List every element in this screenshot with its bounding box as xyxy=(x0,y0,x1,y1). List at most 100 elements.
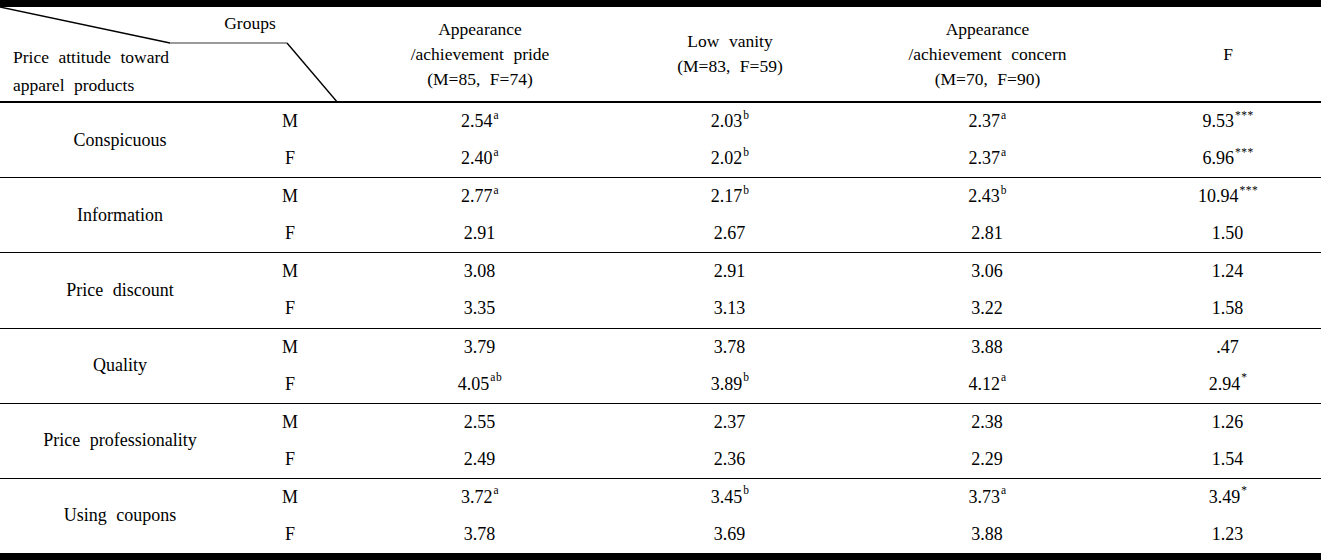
header-line: Low vanity xyxy=(687,29,772,54)
header-line: F xyxy=(1223,42,1233,67)
value-cell: 2.81 xyxy=(840,215,1135,252)
column-header-appearance-concern: Appearance /achievement concern (M=70, F… xyxy=(840,7,1135,101)
group-cell: M xyxy=(240,479,340,516)
value-cell: 1.26 xyxy=(1135,404,1321,441)
value: 2.17 xyxy=(711,186,743,207)
value: .47 xyxy=(1216,337,1239,358)
data-row: M 2.77a 2.17b 2.43b 10.94*** xyxy=(240,178,1321,215)
value-cell: 1.54 xyxy=(1135,441,1321,478)
value: 1.54 xyxy=(1212,449,1244,470)
table-header: Groups Price attitude toward apparel pro… xyxy=(0,7,1321,103)
data-row: M 2.54a 2.03b 2.37a 9.53*** xyxy=(240,103,1321,140)
superscript: a xyxy=(1001,484,1007,496)
value: 3.69 xyxy=(714,524,746,545)
superscript: b xyxy=(743,109,749,121)
superscript: b xyxy=(743,184,749,196)
value: 3.78 xyxy=(714,337,746,358)
value: 2.77 xyxy=(461,186,493,207)
value-cell: 3.89b xyxy=(620,366,840,403)
group-cell: M xyxy=(240,103,340,140)
group-cell: M xyxy=(240,253,340,290)
group-cell: F xyxy=(240,140,340,177)
header-line: (M=83, F=59) xyxy=(677,54,783,79)
value-cell: 2.37a xyxy=(840,103,1135,140)
superscript: b xyxy=(743,371,749,383)
value-cell: 4.12a xyxy=(840,366,1135,403)
value-cell: 3.78 xyxy=(340,516,620,553)
superscript: a xyxy=(493,146,499,158)
value-cell: 2.37 xyxy=(620,404,840,441)
data-row: F 2.49 2.36 2.29 1.54 xyxy=(240,441,1321,478)
value: 2.81 xyxy=(971,223,1003,244)
data-row: F 4.05ab 3.89b 4.12a 2.94* xyxy=(240,366,1321,403)
value: 2.36 xyxy=(714,449,746,470)
group-cell: F xyxy=(240,215,340,252)
value: 3.22 xyxy=(971,298,1003,319)
header-line: (M=70, F=90) xyxy=(935,67,1041,92)
groups-header-label: Groups xyxy=(170,11,330,35)
data-row: M 2.55 2.37 2.38 1.26 xyxy=(240,404,1321,441)
value-cell: .47 xyxy=(1135,329,1321,366)
value-cell: 3.78 xyxy=(620,329,840,366)
data-row: F 2.40a 2.02b 2.37a 6.96*** xyxy=(240,140,1321,177)
value-cell: 2.91 xyxy=(340,215,620,252)
group-cell: F xyxy=(240,441,340,478)
value: 2.29 xyxy=(971,449,1003,470)
value-cell: 6.96*** xyxy=(1135,140,1321,177)
value-cell: 10.94*** xyxy=(1135,178,1321,215)
value: 3.06 xyxy=(971,261,1003,282)
value-cell: 1.50 xyxy=(1135,215,1321,252)
data-row: F 2.91 2.67 2.81 1.50 xyxy=(240,215,1321,252)
data-row: M 3.08 2.91 3.06 1.24 xyxy=(240,253,1321,290)
superscript: ab xyxy=(490,371,502,383)
superscript: a xyxy=(1001,109,1007,121)
header-line: /achievement pride xyxy=(411,42,550,67)
value-cell: 2.36 xyxy=(620,441,840,478)
value: 2.67 xyxy=(714,223,746,244)
results-table: Groups Price attitude toward apparel pro… xyxy=(0,0,1321,560)
category-label: Using coupons xyxy=(0,479,240,553)
value: 3.89 xyxy=(711,374,743,395)
category-label: Information xyxy=(0,178,240,252)
value: 3.73 xyxy=(968,487,1000,508)
header-line: (M=85, F=74) xyxy=(427,67,533,92)
value: 9.53 xyxy=(1202,111,1234,132)
value-cell: 4.05ab xyxy=(340,366,620,403)
category-block-conspicuous: Conspicuous M 2.54a 2.03b 2.37a 9.53*** … xyxy=(0,103,1321,178)
value: 3.88 xyxy=(971,337,1003,358)
value: 2.55 xyxy=(464,412,496,433)
value: 2.37 xyxy=(968,148,1000,169)
value-cell: 2.43b xyxy=(840,178,1135,215)
group-cell: F xyxy=(240,366,340,403)
value-cell: 3.69 xyxy=(620,516,840,553)
data-row: M 3.79 3.78 3.88 .47 xyxy=(240,329,1321,366)
value: 2.03 xyxy=(711,111,743,132)
value: 3.08 xyxy=(464,261,496,282)
value-cell: 2.49 xyxy=(340,441,620,478)
value-cell: 3.35 xyxy=(340,290,620,327)
value: 4.05 xyxy=(458,374,490,395)
value-cell: 2.54a xyxy=(340,103,620,140)
value-cell: 2.91 xyxy=(620,253,840,290)
value: 3.88 xyxy=(971,524,1003,545)
category-block-quality: Quality M 3.79 3.78 3.88 .47 F 4.05ab 3.… xyxy=(0,329,1321,404)
value-cell: 3.22 xyxy=(840,290,1135,327)
value-cell: 2.02b xyxy=(620,140,840,177)
value: 3.35 xyxy=(464,298,496,319)
value-cell: 2.77a xyxy=(340,178,620,215)
group-cell: M xyxy=(240,329,340,366)
value: 2.49 xyxy=(464,449,496,470)
value: 2.40 xyxy=(461,148,493,169)
superscript: a xyxy=(493,484,499,496)
value: 6.96 xyxy=(1202,148,1234,169)
value: 3.13 xyxy=(714,298,746,319)
value: 3.45 xyxy=(711,487,743,508)
value-cell: 1.23 xyxy=(1135,516,1321,553)
value: 2.91 xyxy=(464,223,496,244)
value: 2.37 xyxy=(714,412,746,433)
value: 3.79 xyxy=(464,337,496,358)
category-label: Price professionality xyxy=(0,404,240,478)
row-dimension-label: Price attitude toward apparel products xyxy=(13,43,208,99)
superscript: a xyxy=(493,109,499,121)
value-cell: 2.67 xyxy=(620,215,840,252)
